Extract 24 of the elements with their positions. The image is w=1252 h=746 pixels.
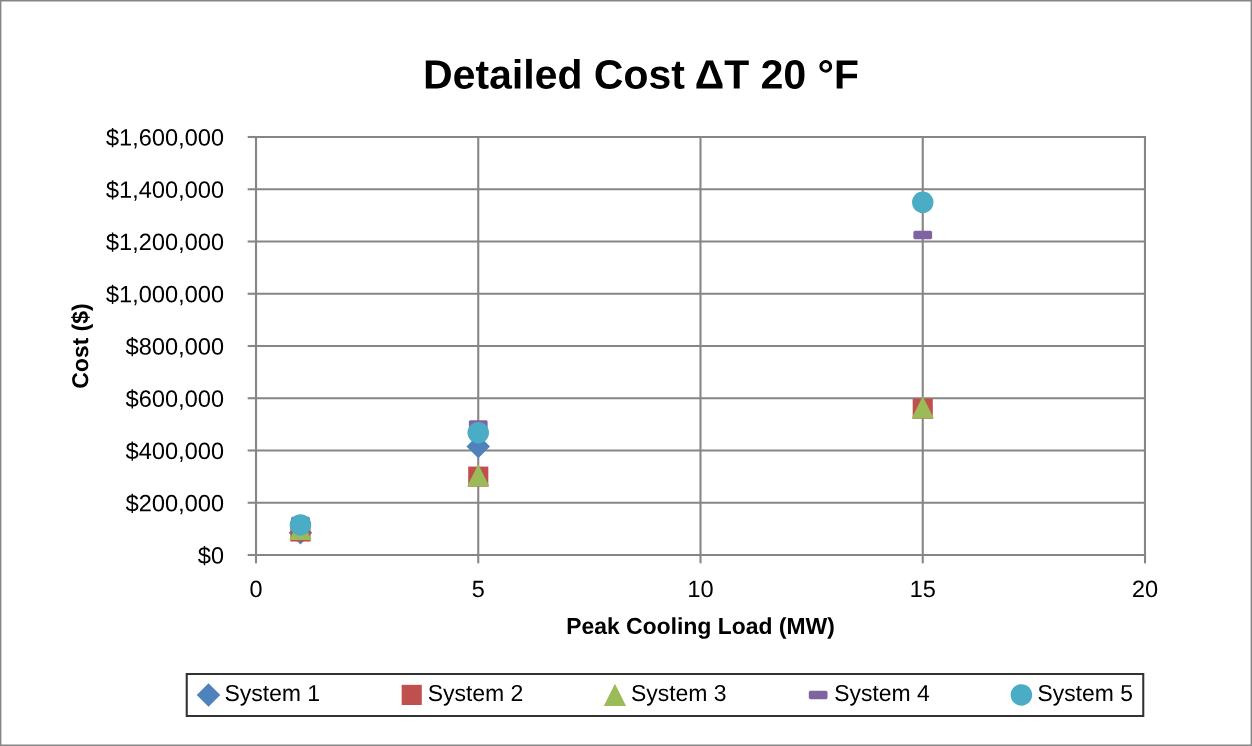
legend-label: System 1 (225, 684, 319, 706)
y-tick-label: $1,400,000 (106, 180, 224, 201)
x-tick-label: 0 (250, 580, 262, 598)
x-tick-label: 20 (1133, 580, 1158, 598)
legend-label: System 5 (1038, 684, 1132, 706)
y-tick-label: $1,000,000 (106, 284, 224, 306)
y-tick-label: $600,000 (125, 389, 224, 410)
y-tick-label: $800,000 (125, 337, 224, 358)
y-tick-label: $1,600,000 (106, 128, 224, 149)
x-tick-label: 15 (911, 580, 935, 598)
y-axis-title: Cost ($) (71, 304, 93, 388)
legend-label: System 2 (428, 684, 523, 706)
x-tick-label: 5 (472, 580, 484, 598)
y-tick-label: $1,200,000 (106, 232, 224, 254)
y-tick-label: $400,000 (125, 441, 224, 463)
x-tick-label: 10 (689, 580, 713, 598)
y-tick-label: $200,000 (125, 493, 224, 515)
legend-label: System 4 (835, 684, 930, 706)
chart-title: Detailed Cost ΔT 20 °F (425, 58, 858, 89)
point (911, 191, 934, 214)
legend-label: System 3 (632, 684, 726, 706)
point (467, 421, 490, 444)
x-axis-title: Peak Cooling Load (MW) (567, 617, 834, 639)
y-tick-label: $0 (198, 546, 224, 566)
